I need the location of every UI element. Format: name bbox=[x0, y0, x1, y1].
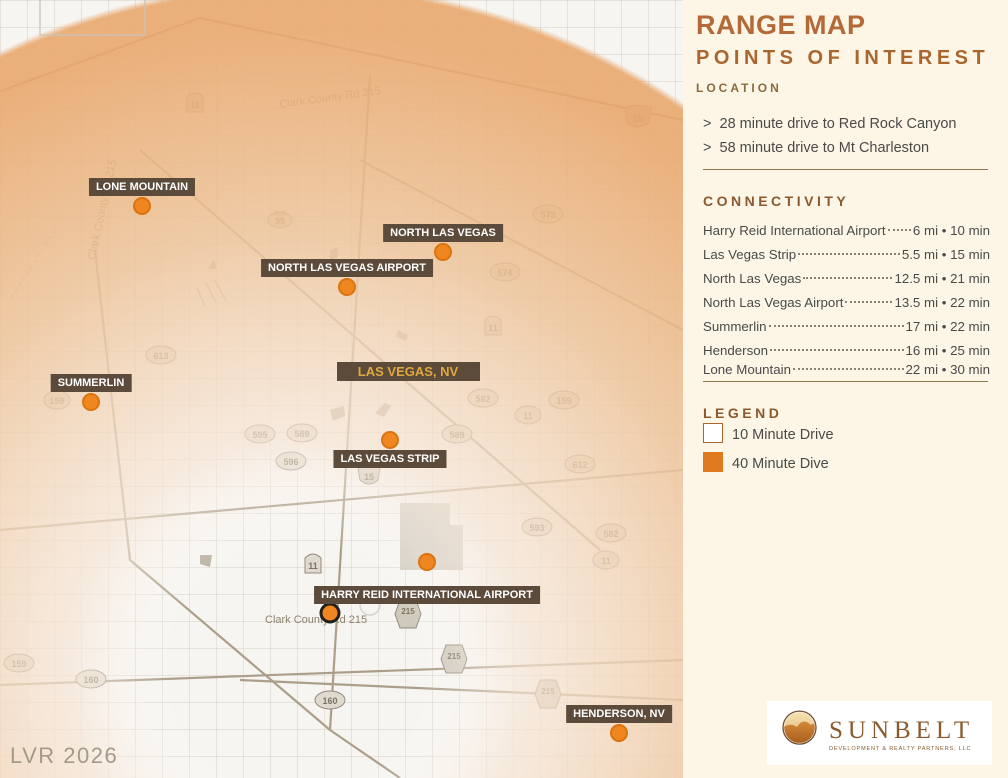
svg-text:LAS VEGAS, NV: LAS VEGAS, NV bbox=[358, 364, 459, 379]
svg-text:DEVELOPMENT & REALTY PARTNERS,: DEVELOPMENT & REALTY PARTNERS, LLC bbox=[829, 746, 971, 752]
svg-text:LVR 2026: LVR 2026 bbox=[10, 743, 118, 768]
svg-text:SUNBELT: SUNBELT bbox=[829, 717, 974, 744]
